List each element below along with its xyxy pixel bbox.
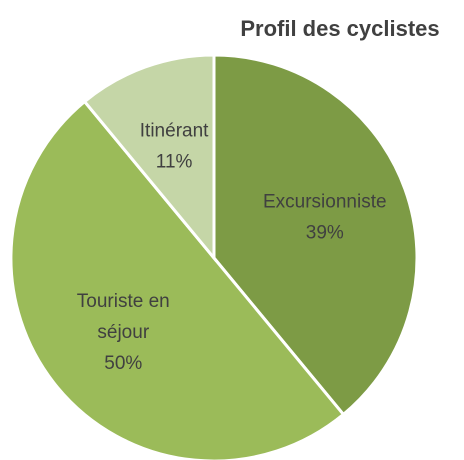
slice-label: Touriste en séjour — [77, 291, 170, 343]
slice-value: 39% — [306, 223, 344, 244]
slice-value: 50% — [104, 353, 142, 374]
label-line: séjour — [97, 322, 149, 343]
label-line: Touriste en — [77, 291, 170, 312]
slice-label: Itinérant — [140, 121, 209, 142]
slice-label: Excursionniste — [263, 192, 387, 213]
pie-slice — [9, 99, 346, 460]
pie-slice — [82, 53, 216, 263]
slice-value: 11% — [156, 152, 193, 173]
chart-title: Profil des cyclistes — [240, 16, 439, 41]
pie-slice — [212, 53, 419, 417]
